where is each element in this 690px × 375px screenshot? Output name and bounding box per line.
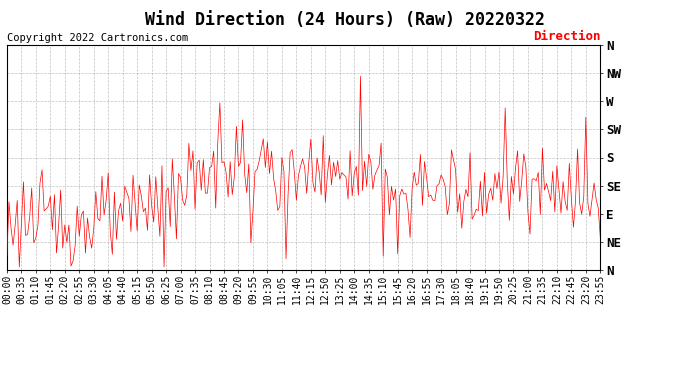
Text: Copyright 2022 Cartronics.com: Copyright 2022 Cartronics.com <box>7 33 188 43</box>
Text: Wind Direction (24 Hours) (Raw) 20220322: Wind Direction (24 Hours) (Raw) 20220322 <box>145 11 545 29</box>
Text: Direction: Direction <box>533 30 600 43</box>
